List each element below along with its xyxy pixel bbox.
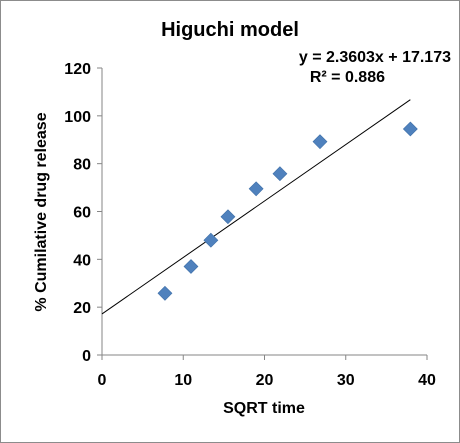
y-tick-label: 100: [64, 109, 91, 126]
x-tick-label: 40: [418, 372, 436, 389]
data-point: [157, 285, 173, 301]
x-tick-label: 20: [256, 372, 274, 389]
trendline-r2: R² = 0.886: [310, 69, 385, 86]
trendline-equation: y = 2.3603x + 17.173: [299, 49, 451, 66]
y-tick-label: 120: [64, 61, 91, 78]
data-point: [312, 134, 328, 150]
data-point: [402, 121, 418, 137]
data-point: [272, 166, 288, 182]
y-tick-label: 20: [73, 300, 91, 317]
trendline: [101, 99, 411, 315]
data-point: [203, 232, 219, 248]
data-point: [220, 209, 236, 225]
x-axis-label: SQRT time: [223, 400, 305, 417]
x-tick-label: 0: [98, 372, 107, 389]
y-tick-label: 0: [82, 348, 91, 365]
plot-area: 0 20 40 60 80 100 120 0 10 20 30 40: [64, 61, 436, 389]
y-tick-label: 40: [73, 252, 91, 269]
y-axis-label: % Cumilative drug release: [33, 112, 50, 311]
x-tick-label: 30: [337, 372, 355, 389]
chart-title: Higuchi model: [161, 19, 299, 41]
x-tick-label: 10: [174, 372, 192, 389]
y-tick-label: 80: [73, 157, 91, 174]
y-tick-label: 60: [73, 205, 91, 222]
data-point: [248, 181, 264, 197]
data-point: [183, 259, 199, 274]
